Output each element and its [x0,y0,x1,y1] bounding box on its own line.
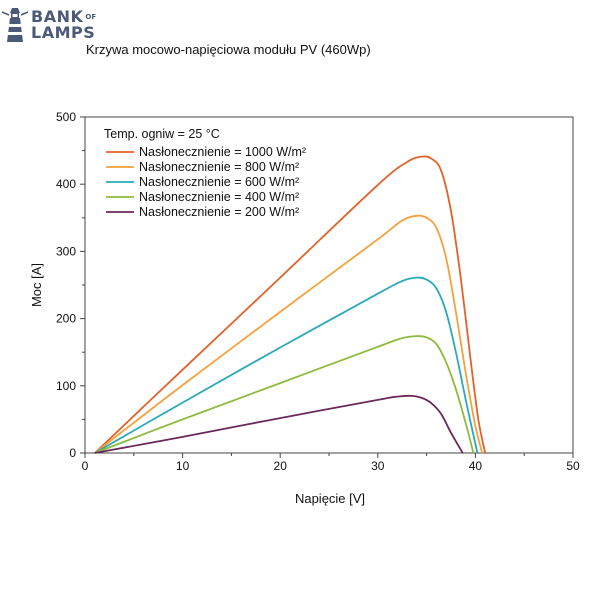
x-axis-label: Napięcie [V] [295,491,365,506]
logo-text-lamps: LAMPS [31,23,96,42]
x-tick-label: 20 [274,459,288,473]
y-tick-label: 400 [56,177,76,191]
x-tick-label: 10 [176,459,190,473]
series-line-3 [94,276,479,454]
plot-legend: Temp. ogniw = 25 °C Nasłonecznienie = 100… [104,127,306,219]
legend-label-5: Nasłonecznienie = 200 W/m² [139,205,299,219]
plot-series [94,155,487,454]
y-tick-label: 300 [56,244,76,258]
legend-label-2: Nasłonecznienie = 800 W/m² [139,160,299,174]
y-tick-label: 200 [56,312,76,326]
y-tick-label: 500 [56,110,76,124]
legend-title: Temp. ogniw = 25 °C [104,127,220,141]
x-tick-label: 50 [566,459,580,473]
x-tick-label: 0 [82,459,89,473]
y-axis-label: Moc [A] [29,263,44,307]
lighthouse-icon [1,8,29,42]
series-line-5 [94,394,464,454]
x-tick-label: 30 [371,459,385,473]
legend-label-1: Nasłonecznienie = 1000 W/m² [139,145,306,159]
logo-wordmark: BANK OF LAMPS [31,9,96,41]
brand-logo: BANK OF LAMPS [0,4,110,44]
series-line-4 [94,335,475,454]
chart-title: Krzywa mocowo-napięciowa modułu PV (460W… [86,42,371,57]
y-tick-label: 0 [69,446,76,460]
y-tick-label: 100 [56,379,76,393]
logo-text-bank: BANK [31,7,84,26]
series-line-2 [94,214,484,454]
legend-label-3: Nasłonecznienie = 600 W/m² [139,175,299,189]
series-line-1 [94,155,487,454]
x-tick-label: 40 [469,459,483,473]
logo-text-of: OF [85,13,97,21]
legend-label-4: Nasłonecznienie = 400 W/m² [139,190,299,204]
